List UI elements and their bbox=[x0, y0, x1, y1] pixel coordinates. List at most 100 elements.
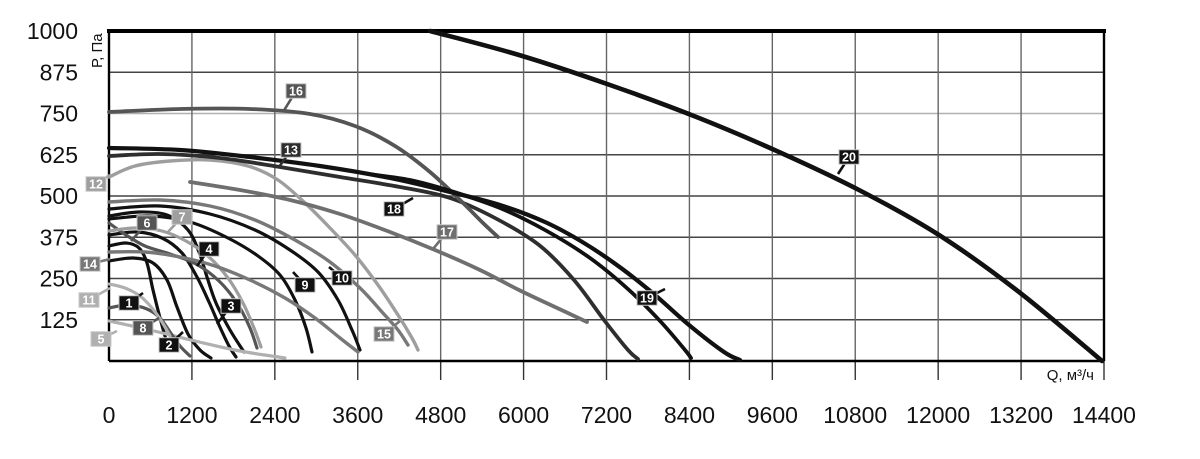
x-axis-label: Q, м³/ч bbox=[1047, 367, 1094, 384]
badge-label-9: 9 bbox=[302, 279, 309, 293]
curve-badge-group-2: 2 bbox=[158, 331, 184, 353]
badge-label-19: 19 bbox=[640, 292, 654, 306]
curve-20 bbox=[427, 28, 1105, 364]
x-tick-label-6000: 6000 bbox=[498, 402, 549, 428]
y-tick-label-750: 750 bbox=[40, 101, 78, 127]
badge-label-20: 20 bbox=[842, 151, 856, 165]
badge-label-15: 15 bbox=[377, 328, 391, 342]
curve-badge-group-10: 10 bbox=[328, 266, 353, 286]
badge-14 bbox=[79, 256, 101, 272]
badge-label-4: 4 bbox=[206, 243, 213, 257]
badge-label-7: 7 bbox=[179, 211, 186, 225]
curve-badge-group-1: 1 bbox=[118, 291, 144, 311]
badge-label-6: 6 bbox=[144, 217, 151, 231]
y-tick-label-500: 500 bbox=[40, 183, 78, 209]
badge-19 bbox=[636, 290, 658, 306]
badge-label-12: 12 bbox=[89, 178, 103, 192]
curve-badge-group-4: 4 bbox=[195, 241, 220, 267]
curve-19 bbox=[106, 145, 743, 363]
badge-label-3: 3 bbox=[228, 300, 235, 314]
curve-badge-group-7: 7 bbox=[166, 209, 193, 234]
curve-badge-group-16: 16 bbox=[281, 83, 307, 113]
badge-17 bbox=[436, 224, 458, 240]
curve-badge-group-20: 20 bbox=[836, 149, 860, 175]
x-tick-label-7200: 7200 bbox=[581, 402, 632, 428]
curve-badge-group-17: 17 bbox=[431, 224, 458, 250]
curve-3 bbox=[107, 230, 238, 359]
x-tick-label-3600: 3600 bbox=[332, 402, 383, 428]
badge-1 bbox=[118, 295, 140, 311]
badge-label-5: 5 bbox=[98, 333, 105, 347]
y-tick-label-625: 625 bbox=[40, 142, 78, 168]
axis-layer: Q, м³/ч Р, Па 0 1200 2400 3600 4800 6000 7200 8… bbox=[27, 18, 1136, 428]
curve-11 bbox=[107, 282, 172, 338]
badge-2 bbox=[158, 337, 180, 353]
curve-badge-group-12: 12 bbox=[85, 173, 111, 192]
curve-badge-group-13: 13 bbox=[277, 142, 302, 168]
curve-badge-group-5: 5 bbox=[90, 329, 118, 347]
curve-badge-group-8: 8 bbox=[132, 316, 160, 336]
badge-13 bbox=[280, 142, 302, 158]
curve-13 bbox=[107, 152, 640, 361]
badge-9 bbox=[294, 277, 316, 293]
curve-2 bbox=[107, 256, 213, 360]
curve-layer bbox=[106, 28, 1105, 364]
curve-6 bbox=[107, 221, 259, 350]
badge-label-10: 10 bbox=[335, 272, 349, 286]
x-tick-label-1200: 1200 bbox=[166, 402, 217, 428]
badge-3 bbox=[220, 298, 242, 314]
badge-label-11: 11 bbox=[82, 294, 95, 308]
badge-6 bbox=[136, 215, 158, 231]
y-tick-label-375: 375 bbox=[40, 224, 78, 250]
curve-15 bbox=[107, 198, 410, 347]
badge-label-14: 14 bbox=[83, 258, 97, 272]
y-tick-label-875: 875 bbox=[40, 59, 78, 85]
badge-label-18: 18 bbox=[387, 203, 401, 217]
badge-18 bbox=[383, 201, 405, 217]
curve-14 bbox=[107, 249, 360, 354]
x-tick-label-9600: 9600 bbox=[747, 402, 798, 428]
badge-label-16: 16 bbox=[289, 85, 303, 99]
badge-label-2: 2 bbox=[166, 339, 173, 353]
curve-badge-group-19: 19 bbox=[636, 287, 666, 306]
curve-badge-group-11: 11 bbox=[78, 286, 111, 308]
x-tick-label-13200: 13200 bbox=[989, 402, 1053, 428]
curve-16 bbox=[107, 106, 500, 239]
y-tick-label-125: 125 bbox=[40, 307, 78, 333]
badge-15 bbox=[373, 326, 395, 342]
badge-8 bbox=[132, 320, 154, 336]
curve-badge-group-6: 6 bbox=[130, 215, 158, 242]
x-tick-label-4800: 4800 bbox=[415, 402, 466, 428]
x-tick-label-12000: 12000 bbox=[906, 402, 970, 428]
y-tick-label-250: 250 bbox=[40, 266, 78, 292]
badge-label-1: 1 bbox=[126, 297, 133, 311]
badge-12 bbox=[85, 176, 107, 192]
x-tick-label-0: 0 bbox=[103, 402, 116, 428]
badge-7 bbox=[171, 209, 193, 225]
badge-label-8: 8 bbox=[140, 322, 147, 336]
badge-20 bbox=[838, 149, 860, 165]
x-tick-label-2400: 2400 bbox=[249, 402, 300, 428]
curve-badge-group-9: 9 bbox=[292, 271, 316, 293]
curve-badge-group-15: 15 bbox=[373, 319, 401, 342]
x-tick-label-8400: 8400 bbox=[664, 402, 715, 428]
badge-4 bbox=[198, 241, 220, 257]
badge-label-17: 17 bbox=[440, 226, 454, 240]
x-tick-label-10800: 10800 bbox=[823, 402, 887, 428]
x-tick-label-14400: 14400 bbox=[1072, 402, 1136, 428]
curve-17 bbox=[188, 180, 589, 324]
badge-16 bbox=[285, 83, 307, 99]
badge-5 bbox=[90, 331, 112, 347]
badge-label-13: 13 bbox=[284, 144, 298, 158]
curve-badge-group-3: 3 bbox=[215, 298, 242, 325]
curve-badge-group-14: 14 bbox=[79, 256, 111, 272]
badge-11 bbox=[78, 292, 100, 308]
plot-border-layer bbox=[107, 29, 1106, 363]
badge-10 bbox=[331, 270, 353, 286]
curve-10 bbox=[107, 204, 362, 352]
curve-badge-group-18: 18 bbox=[383, 196, 414, 217]
y-axis-label: Р, Па bbox=[89, 33, 106, 68]
